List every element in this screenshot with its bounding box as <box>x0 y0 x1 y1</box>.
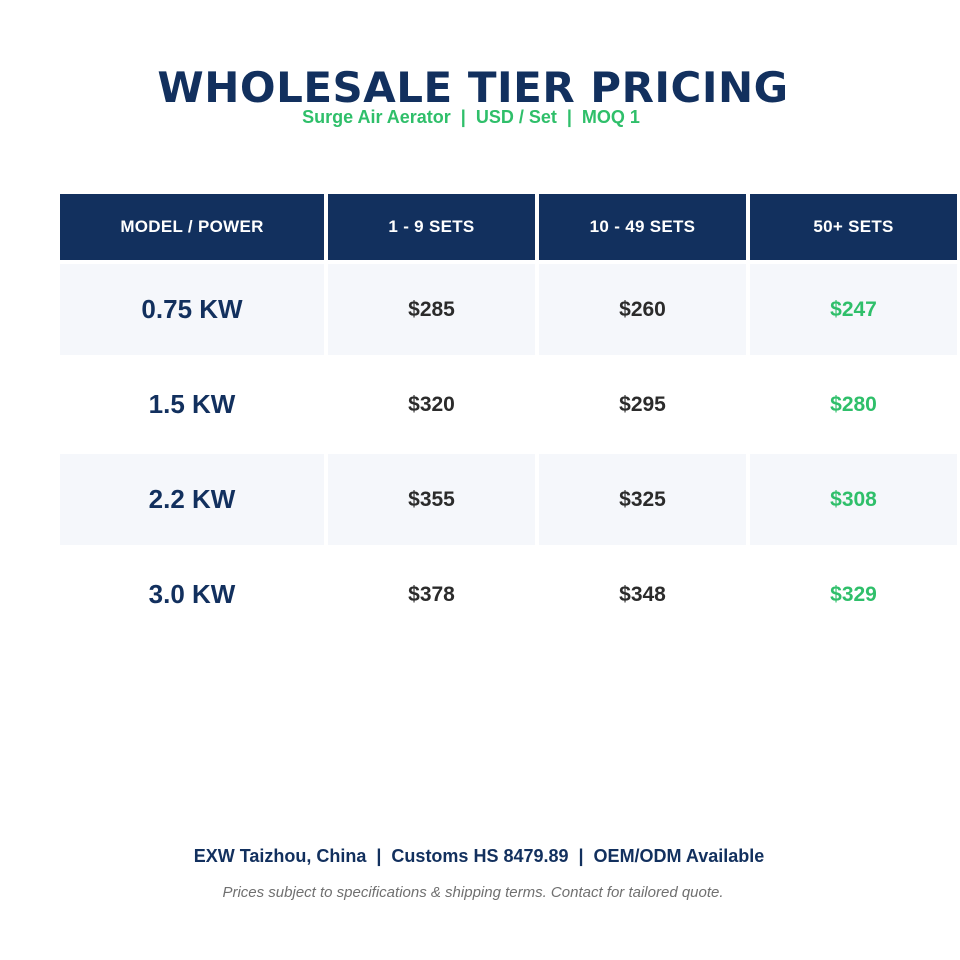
best-price-cell: $308 <box>750 454 957 545</box>
page-subtitle: Surge Air Aerator | USD / Set | MOQ 1 <box>302 107 640 127</box>
price-cell: $320 <box>328 359 535 450</box>
table-row: 1.5 KW $320 $295 $280 <box>60 359 957 450</box>
pricing-table: MODEL / POWER 1 - 9 SETS 10 - 49 SETS 50… <box>56 190 960 644</box>
best-price-cell: $247 <box>750 264 957 355</box>
best-price-cell: $280 <box>750 359 957 450</box>
table-row: 3.0 KW $378 $348 $329 <box>60 549 957 640</box>
price-cell: $325 <box>539 454 746 545</box>
model-cell: 3.0 KW <box>60 549 324 640</box>
best-price-cell: $329 <box>750 549 957 640</box>
price-cell: $355 <box>328 454 535 545</box>
table-header-row: MODEL / POWER 1 - 9 SETS 10 - 49 SETS 50… <box>60 194 957 260</box>
table-row: 2.2 KW $355 $325 $308 <box>60 454 957 545</box>
price-cell: $378 <box>328 549 535 640</box>
column-header-tier-3: 50+ SETS <box>750 194 957 260</box>
column-header-model: MODEL / POWER <box>60 194 324 260</box>
price-cell: $295 <box>539 359 746 450</box>
price-cell: $260 <box>539 264 746 355</box>
price-cell: $285 <box>328 264 535 355</box>
model-cell: 1.5 KW <box>60 359 324 450</box>
trade-terms: EXW Taizhou, China | Customs HS 8479.89 … <box>193 846 765 866</box>
page-title: WHOLESALE TIER PRICING <box>157 63 789 112</box>
table-row: 0.75 KW $285 $260 $247 <box>60 264 957 355</box>
price-cell: $348 <box>539 549 746 640</box>
column-header-tier-2: 10 - 49 SETS <box>539 194 746 260</box>
column-header-tier-1: 1 - 9 SETS <box>328 194 535 260</box>
model-cell: 2.2 KW <box>60 454 324 545</box>
disclaimer-note: Prices subject to specifications & shipp… <box>222 884 724 901</box>
model-cell: 0.75 KW <box>60 264 324 355</box>
